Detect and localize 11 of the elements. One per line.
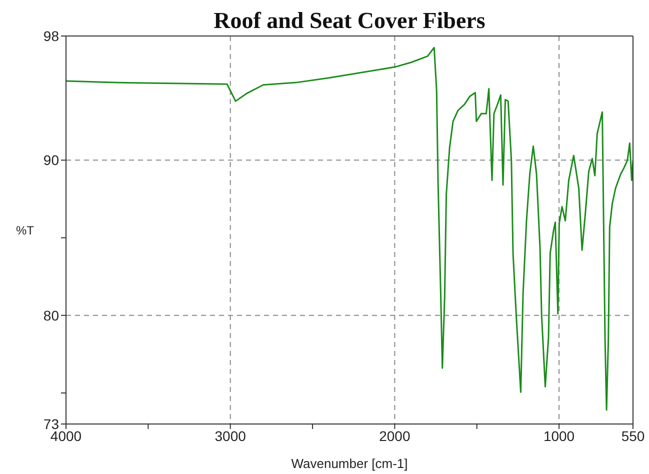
x-tick-label: 550: [621, 428, 645, 444]
y-tick-label: 90: [43, 152, 60, 168]
line-series: [66, 46, 633, 411]
x-tick-label: 2000: [379, 428, 410, 444]
y-tick-label: 98: [43, 28, 60, 44]
x-tick-label: 3000: [214, 428, 246, 444]
x-axis-title: Wavenumber [cm-1]: [291, 456, 408, 471]
y-tick-label: 80: [43, 307, 60, 324]
x-tick-label: 1000: [543, 428, 575, 444]
chart-title: Roof and Seat Cover Fibers: [212, 8, 486, 34]
y-axis-title: %T: [16, 223, 35, 238]
